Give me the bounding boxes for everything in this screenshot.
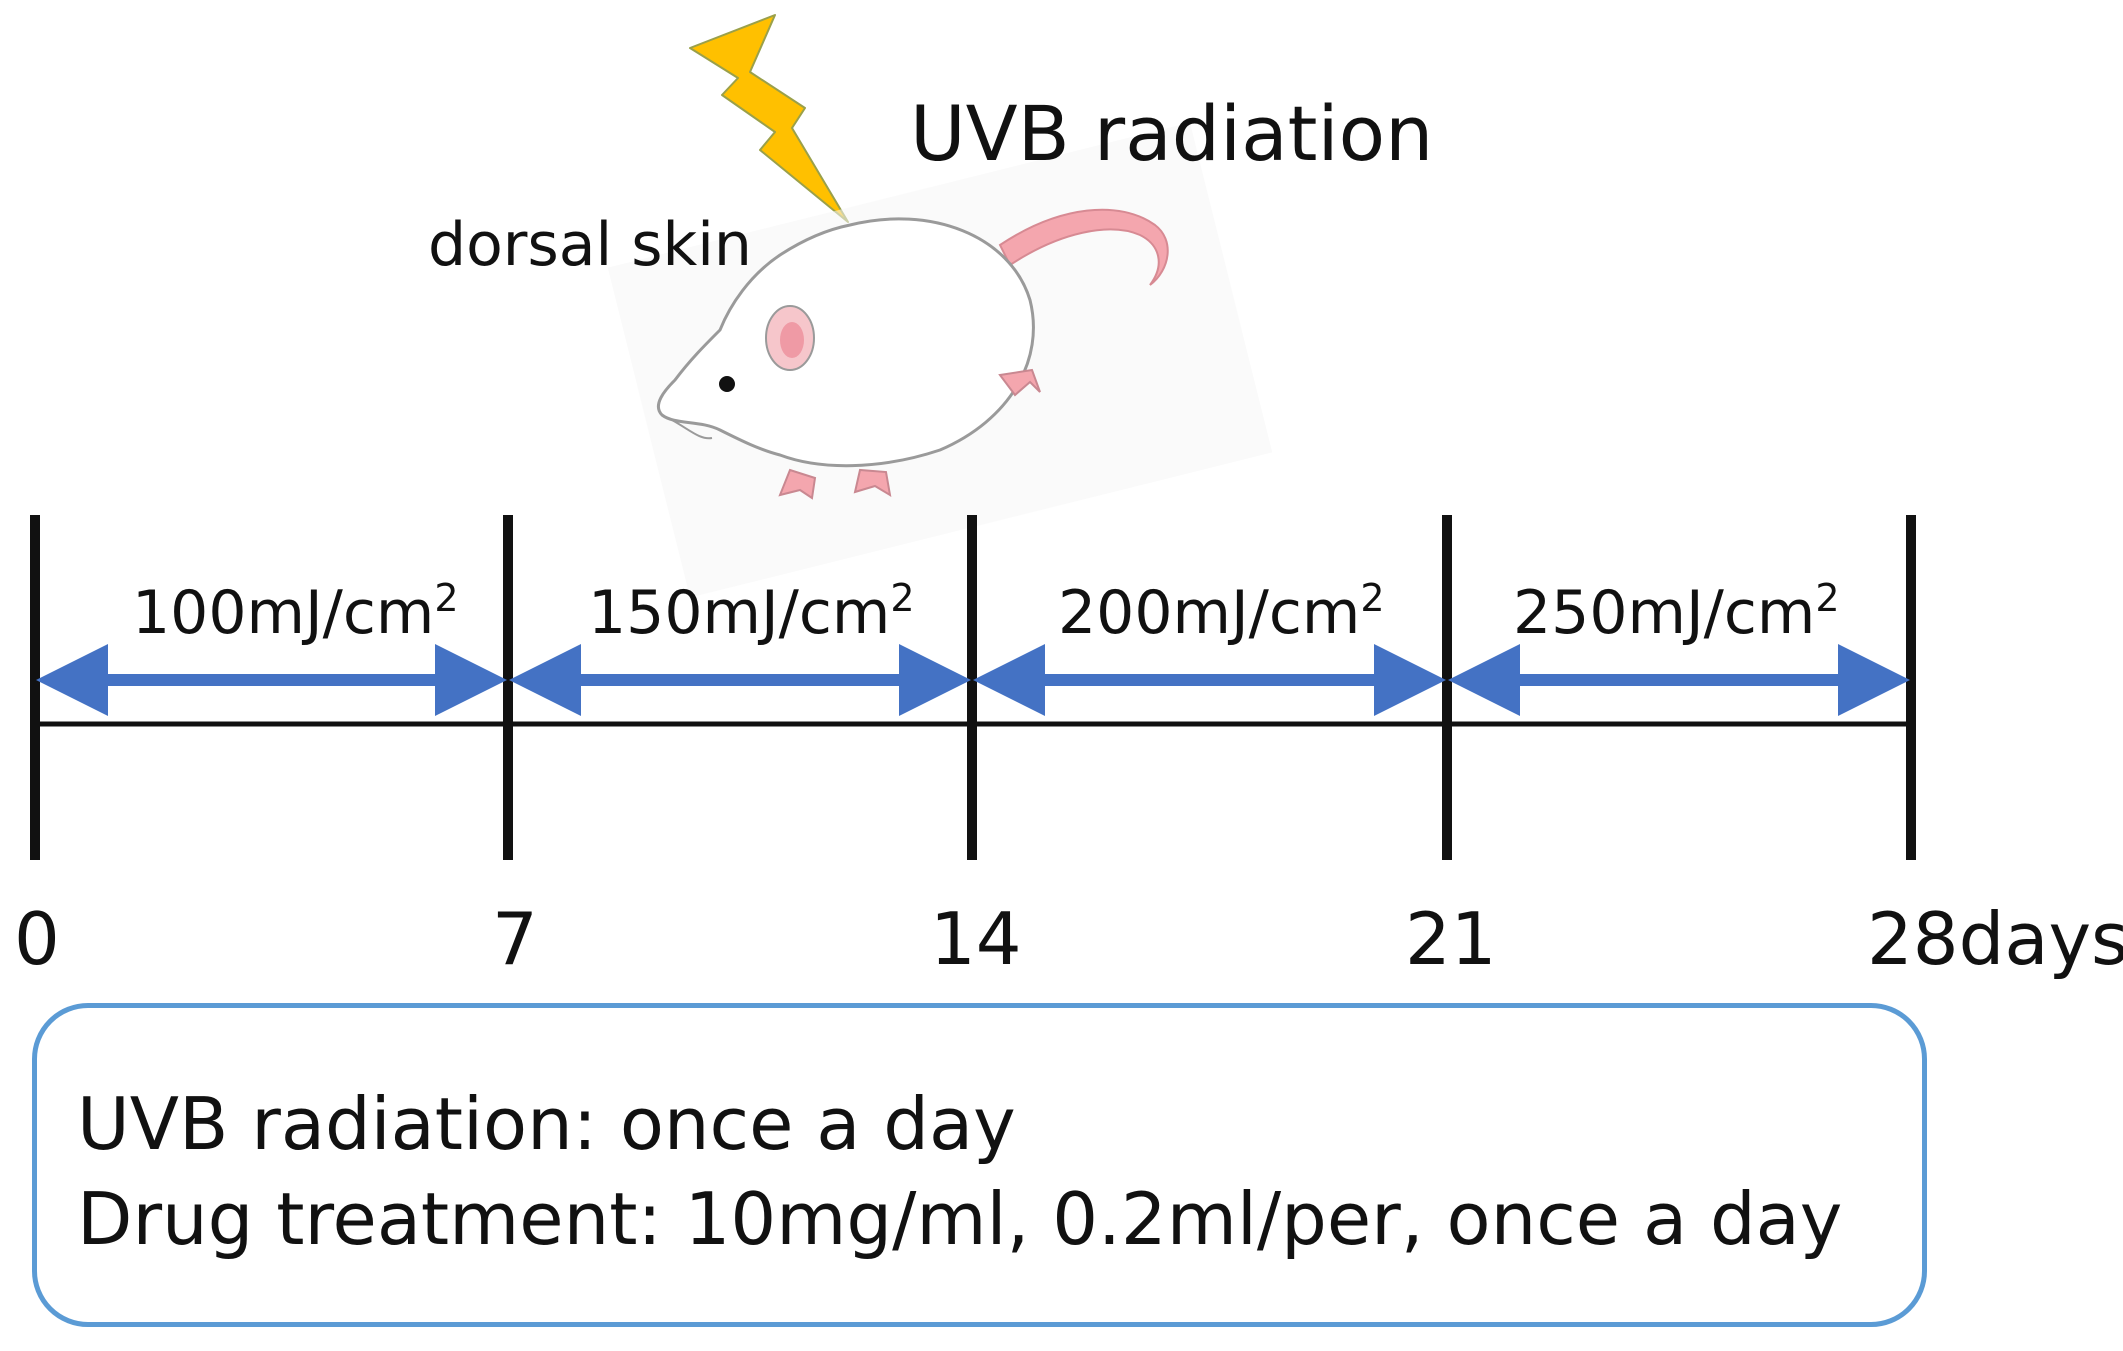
- dose-label-4: 250mJ/cm2: [1513, 576, 1840, 648]
- lightning-bolt-icon: [689, 14, 849, 223]
- note-drug-treatment: Drug treatment: 10mg/ml, 0.2ml/per, once…: [77, 1177, 1843, 1261]
- site-label: dorsal skin: [428, 210, 752, 280]
- dose-label-2: 150mJ/cm2: [588, 576, 915, 648]
- rat-icon: [607, 122, 1273, 598]
- dose-label-3: 200mJ/cm2: [1058, 576, 1385, 648]
- tick-label-21: 21: [1405, 897, 1497, 981]
- tick-label-7: 7: [492, 897, 538, 981]
- timeline: [30, 515, 1916, 860]
- dose-label-1: 100mJ/cm2: [132, 576, 459, 648]
- tick-label-28: 28days: [1867, 897, 2123, 981]
- note-uvb-frequency: UVB radiation: once a day: [77, 1082, 1016, 1166]
- protocol-notes-box: UVB radiation: once a day Drug treatment…: [32, 1003, 1927, 1327]
- tick-label-0: 0: [14, 897, 60, 981]
- diagram-title: UVB radiation: [910, 89, 1434, 178]
- tick-label-14: 14: [930, 897, 1022, 981]
